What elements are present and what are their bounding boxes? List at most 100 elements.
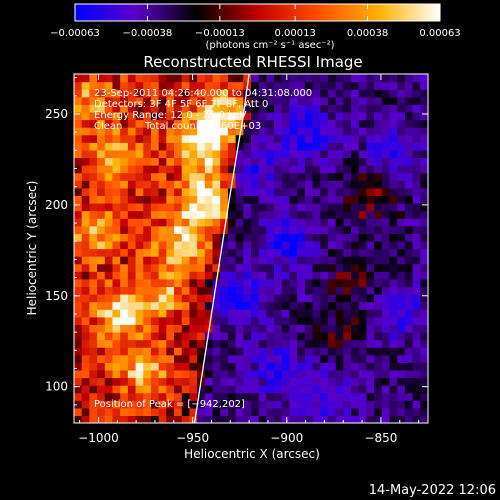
heatmap-cell (243, 385, 252, 394)
heatmap-cell (135, 233, 144, 242)
heatmap-cell (274, 248, 283, 257)
heatmap-cell (412, 96, 421, 105)
heatmap-cell (197, 385, 206, 394)
heatmap-cell (389, 248, 398, 257)
heatmap-cell (220, 180, 229, 189)
heatmap-cell (243, 180, 252, 189)
heatmap-cell (112, 385, 121, 394)
heatmap-cell (327, 415, 337, 423)
heatmap-cell (281, 218, 291, 227)
heatmap-cell (197, 331, 206, 341)
heatmap-cell (320, 195, 329, 204)
heatmap-cell (150, 415, 160, 423)
heatmap-cell (135, 324, 144, 333)
heatmap-cell (104, 392, 114, 401)
heatmap-cell (235, 142, 244, 151)
heatmap-cell (266, 165, 275, 174)
heatmap-cell (120, 248, 129, 257)
heatmap-cell (212, 195, 221, 204)
heatmap-cell (81, 400, 90, 409)
heatmap-cell (189, 316, 198, 325)
heatmap-cell (181, 81, 191, 90)
heatmap-cell (358, 256, 368, 265)
heatmap-cell (97, 354, 106, 363)
heatmap-cell (104, 195, 114, 204)
heatmap-cell (351, 165, 360, 174)
heatmap-cell (320, 271, 329, 280)
heatmap-cell (304, 233, 314, 242)
heatmap-cell (135, 119, 144, 128)
heatmap-cell (220, 81, 229, 90)
heatmap-cell (297, 339, 306, 348)
heatmap-cell (135, 210, 144, 219)
heatmap-cell (389, 286, 398, 295)
heatmap-cell (150, 127, 160, 136)
heatmap-cell (266, 119, 275, 128)
heatmap-cell (266, 134, 275, 143)
heatmap-cell (174, 218, 183, 227)
heatmap-cell (243, 142, 252, 151)
heatmap-cell (212, 111, 221, 121)
heatmap-cell (227, 240, 237, 250)
heatmap-cell (327, 339, 337, 348)
heatmap-cell (235, 225, 244, 234)
heatmap-cell (320, 202, 329, 212)
heatmap-cell (135, 294, 144, 303)
heatmap-cell (404, 324, 414, 333)
heatmap-cell (220, 96, 229, 105)
heatmap-cell (127, 96, 137, 105)
heatmap-cell (74, 81, 83, 90)
heatmap-cell (251, 331, 260, 341)
heatmap-cell (104, 331, 114, 341)
heatmap-cell (135, 385, 144, 394)
heatmap-cell (266, 362, 275, 371)
heatmap-cell (412, 81, 421, 90)
heatmap-cell (381, 210, 391, 219)
heatmap-cell (251, 309, 260, 318)
heatmap-cell (274, 347, 283, 356)
heatmap-cell (89, 96, 98, 105)
heatmap-cell (320, 354, 329, 363)
heatmap-cell (166, 187, 175, 196)
heatmap-cell (220, 316, 229, 325)
heatmap-cell (358, 165, 368, 174)
heatmap-cell (320, 301, 329, 310)
heatmap-cell (81, 233, 90, 242)
heatmap-cell (97, 74, 106, 83)
heatmap-cell (281, 286, 291, 295)
heatmap-cell (320, 248, 329, 257)
heatmap-cell (143, 347, 152, 356)
heatmap-cell (181, 362, 191, 371)
heatmap-cell (366, 347, 375, 356)
heatmap-cell (89, 407, 98, 417)
heatmap-cell (243, 240, 252, 250)
heatmap-cell (266, 89, 275, 98)
heatmap-cell (412, 331, 421, 341)
heatmap-cell (81, 210, 90, 219)
heatmap-cell (120, 96, 129, 105)
heatmap-cell (112, 369, 121, 379)
heatmap-cell (81, 301, 90, 310)
heatmap-cell (258, 149, 267, 159)
heatmap-cell (297, 278, 306, 288)
heatmap-cell (89, 127, 98, 136)
heatmap-cell (381, 134, 391, 143)
heatmap-cell (312, 149, 321, 159)
heatmap-cell (97, 286, 106, 295)
heatmap-cell (235, 74, 244, 83)
heatmap-cell (174, 316, 183, 325)
heatmap-cell (389, 347, 398, 356)
heatmap-cell (174, 240, 183, 250)
heatmap-cell (243, 195, 252, 204)
heatmap-cell (97, 347, 106, 356)
heatmap-cell (89, 157, 98, 166)
heatmap-cell (412, 347, 421, 356)
heatmap-cell (150, 104, 160, 113)
heatmap-cell (320, 392, 329, 401)
heatmap-cell (189, 180, 198, 189)
heatmap-cell (89, 392, 98, 401)
heatmap-cell (412, 369, 421, 379)
heatmap-cell (174, 89, 183, 98)
heatmap-cell (366, 331, 375, 341)
heatmap-cell (312, 195, 321, 204)
